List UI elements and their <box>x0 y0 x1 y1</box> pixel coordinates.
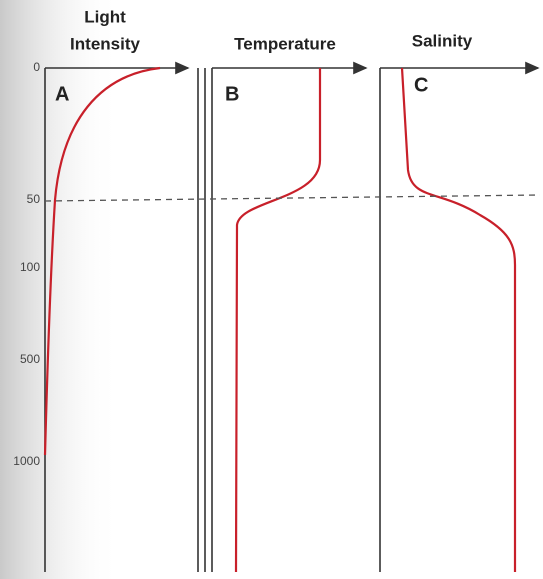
panel-letter: C <box>414 74 428 96</box>
panel-title: Temperature <box>234 34 336 53</box>
panel-title: Salinity <box>412 31 473 50</box>
depth-label: 1000 <box>13 454 40 468</box>
temperature-curve <box>234 68 322 573</box>
light-curve <box>43 66 161 456</box>
shading <box>0 0 120 579</box>
panel-letter: A <box>55 83 69 105</box>
depth-label: 50 <box>27 192 41 206</box>
depth-label: 100 <box>20 260 40 274</box>
panel-title: Light <box>84 7 126 26</box>
panel-letter: B <box>225 83 239 105</box>
depth-label: 500 <box>20 352 40 366</box>
depth-label: 0 <box>33 60 40 74</box>
dashed-line <box>44 194 541 202</box>
panel-title: Intensity <box>70 34 140 53</box>
salinity-curve <box>400 67 517 572</box>
